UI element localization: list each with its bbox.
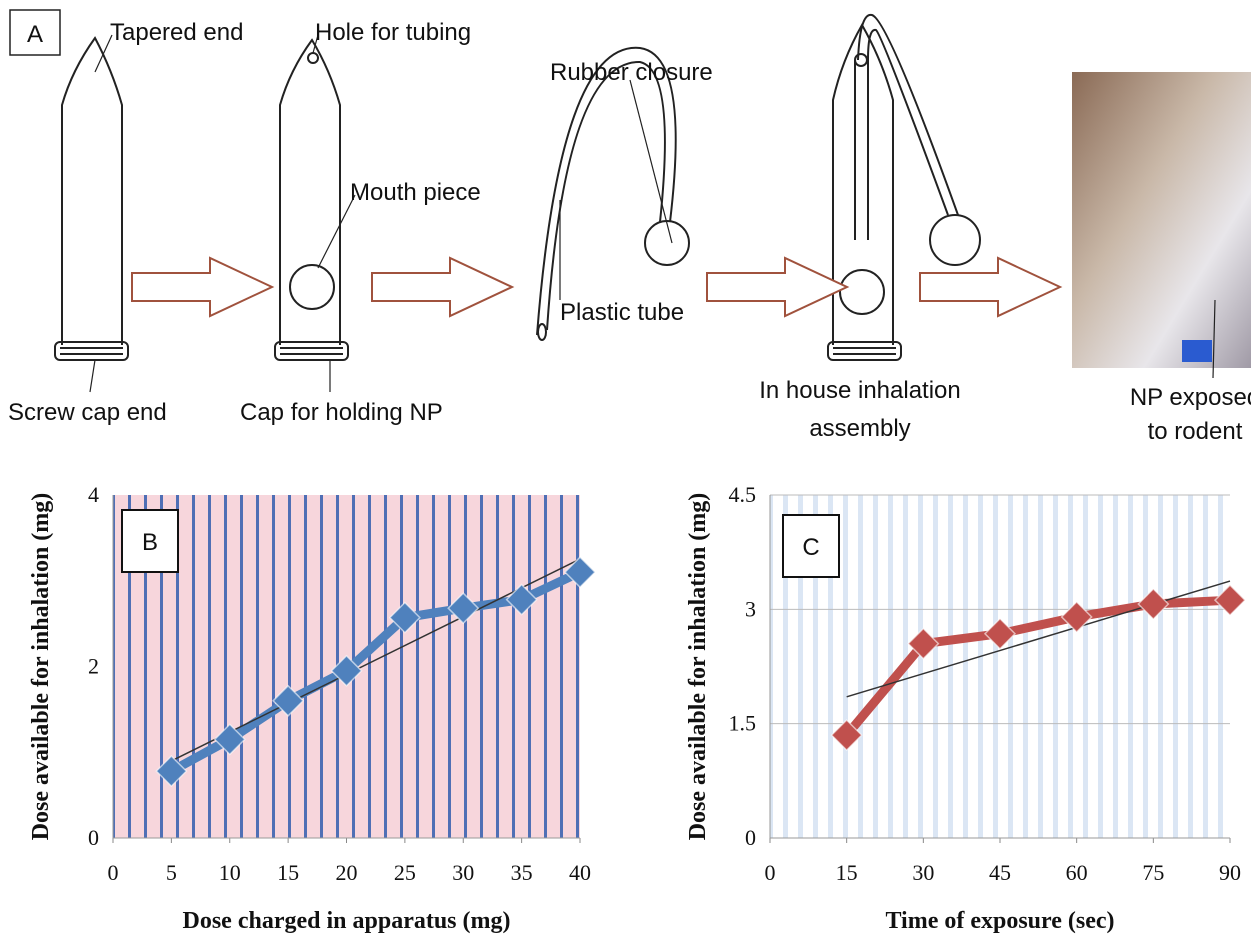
y-axis-title: Dose available for inhalation (mg) — [28, 493, 54, 841]
arrow — [372, 258, 512, 316]
x-tick-label: 30 — [452, 860, 474, 885]
tube-loop — [868, 30, 948, 215]
x-tick-label: 30 — [912, 860, 934, 885]
hole — [308, 53, 318, 63]
y-axis-title: Dose available for inhalation (mg) — [685, 493, 711, 841]
diagram-label: NP exposed — [1130, 384, 1251, 411]
rubber-closure — [645, 221, 689, 265]
x-tick-label: 15 — [277, 860, 299, 885]
y-tick-label: 4.5 — [729, 482, 757, 507]
x-tick-label: 20 — [336, 860, 358, 885]
mouth-piece — [290, 265, 334, 309]
diagram-label: Plastic tube — [560, 299, 684, 326]
x-tick-label: 40 — [569, 860, 591, 885]
diagram-label: Cap for holding NP — [240, 399, 443, 426]
page: A Tapered endHole for tubingRubber clos — [0, 0, 1251, 936]
y-tick-label: 4 — [88, 482, 99, 507]
x-tick-label: 25 — [394, 860, 416, 885]
tube-end — [538, 324, 546, 340]
x-tick-label: 60 — [1066, 860, 1088, 885]
arrow — [707, 258, 847, 316]
diagram-label: Mouth piece — [350, 179, 481, 206]
diagram-label: In house inhalation — [759, 377, 961, 404]
arrow — [132, 258, 272, 316]
y-tick-label: 3 — [745, 596, 756, 621]
photo-cap — [1182, 340, 1212, 362]
diagram-label: Tapered end — [110, 19, 243, 46]
y-tick-label: 0 — [745, 825, 756, 850]
x-tick-label: 35 — [511, 860, 533, 885]
tube — [62, 38, 122, 345]
diagram-label: Hole for tubing — [315, 19, 471, 46]
plastic-tube — [537, 48, 676, 335]
x-tick-label: 0 — [765, 860, 776, 885]
arrow — [920, 258, 1060, 316]
diagram-label: assembly — [809, 415, 910, 442]
figure: A Tapered endHole for tubingRubber clos — [0, 0, 1251, 936]
x-tick-label: 90 — [1219, 860, 1241, 885]
y-tick-label: 0 — [88, 825, 99, 850]
diagram-label: Screw cap end — [8, 399, 167, 426]
x-tick-label: 15 — [836, 860, 858, 885]
diagram-label: to rodent — [1148, 418, 1243, 445]
x-tick-label: 75 — [1142, 860, 1164, 885]
panel-label: C — [802, 534, 819, 561]
cap — [275, 342, 348, 360]
x-axis-title: Time of exposure (sec) — [885, 908, 1114, 934]
y-tick-label: 1.5 — [729, 711, 757, 736]
photo — [1072, 72, 1251, 368]
diagram-label: Rubber closure — [550, 59, 713, 86]
x-tick-label: 10 — [219, 860, 241, 885]
cap — [828, 342, 901, 360]
x-axis-title: Dose charged in apparatus (mg) — [183, 908, 511, 934]
rubber-closure — [930, 215, 980, 265]
x-tick-label: 0 — [108, 860, 119, 885]
chart: 0 1.5 3 4.5 0 15 30 45 60 75 90 Time of exposure (s… — [685, 482, 1245, 934]
y-tick-label: 2 — [88, 654, 99, 679]
x-tick-label: 5 — [166, 860, 177, 885]
plastic-tube — [547, 62, 665, 330]
panel-label: B — [142, 529, 158, 556]
panel-label: A — [27, 21, 43, 48]
mouth-piece — [840, 270, 884, 314]
cap — [55, 342, 128, 360]
x-tick-label: 45 — [989, 860, 1011, 885]
leader-lines — [90, 35, 1215, 392]
